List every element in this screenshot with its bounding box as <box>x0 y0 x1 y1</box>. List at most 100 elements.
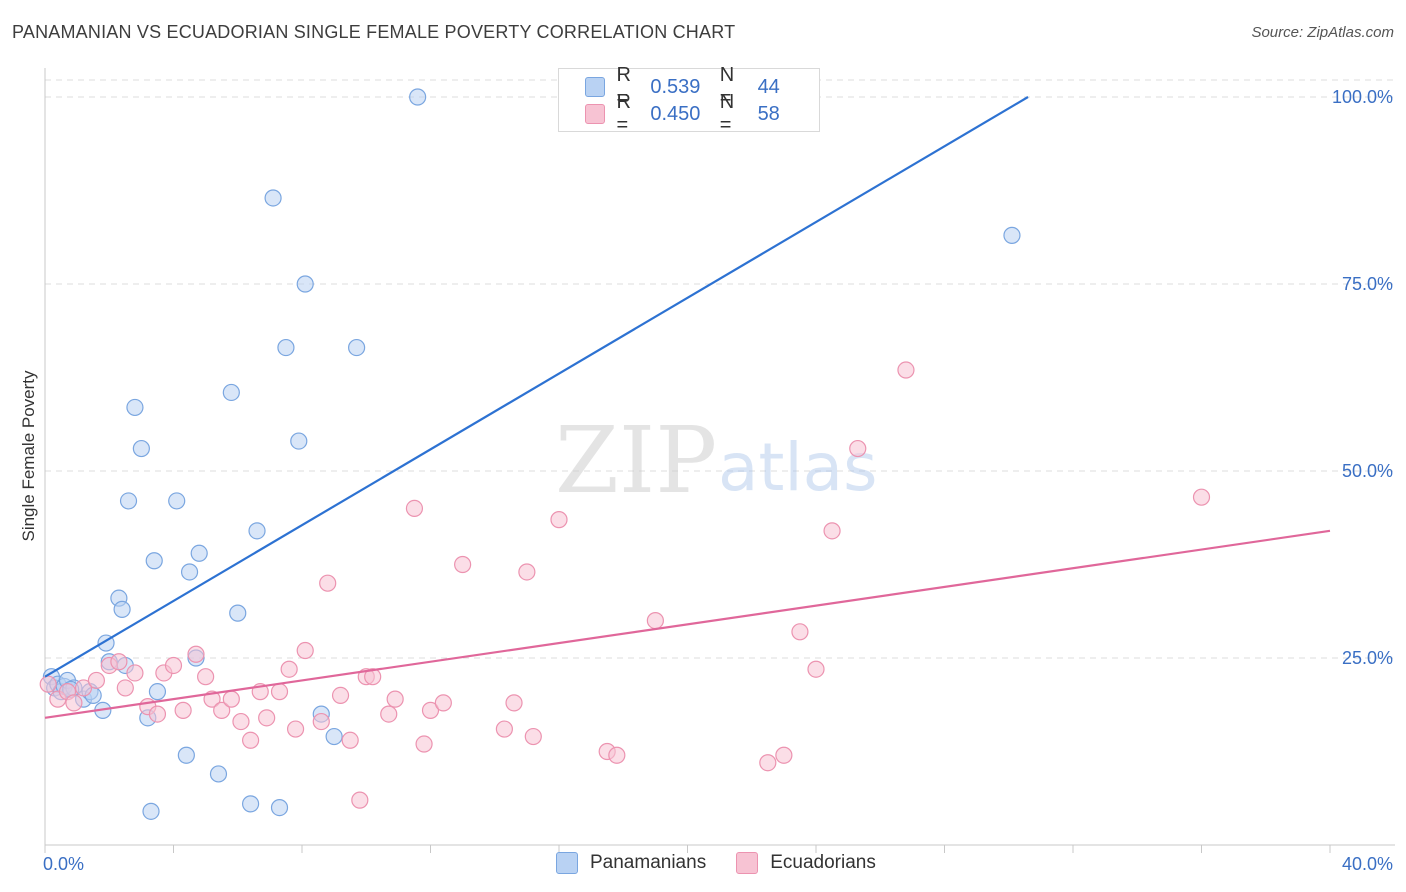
ecuadorian-point <box>518 563 536 581</box>
ecuadorian-point <box>380 705 398 723</box>
ecuadorian-point <box>197 668 215 686</box>
ecuadorian-point <box>415 735 433 753</box>
legend-label: Ecuadorians <box>770 852 876 873</box>
panamanian-point <box>126 398 144 417</box>
ecuadorian-point <box>341 731 359 749</box>
legend-n-value: 58 <box>757 102 780 125</box>
legend-item-panamanians[interactable]: Panamanians <box>556 852 706 874</box>
panamanian-point <box>1003 226 1021 244</box>
panamanian-point <box>209 765 228 783</box>
legend-r-label: R = <box>616 64 631 109</box>
legend-swatch-blue <box>556 852 578 874</box>
panamanian-point <box>113 600 131 618</box>
ecuadorian-point <box>39 675 57 693</box>
ecuadorian-point <box>286 720 305 738</box>
legend-row-ecuadorians: R = 0.450 N = 58 <box>585 91 819 136</box>
legend-n-label: N = <box>719 64 735 109</box>
legend-r-value: 0.539 <box>650 75 701 98</box>
ecuadorian-point <box>524 727 542 746</box>
series-legend: Panamanians Ecuadorians <box>556 852 906 874</box>
watermark-atlas: atlas <box>718 429 878 506</box>
chart-title: PANAMANIAN VS ECUADORIAN SINGLE FEMALE P… <box>12 22 736 42</box>
ecuadorian-point <box>807 660 825 678</box>
ecuadorian-point <box>148 705 167 723</box>
legend-r-value: 0.450 <box>650 102 701 125</box>
ecuadorian-point <box>65 694 83 712</box>
ecuadorian-point <box>386 690 404 708</box>
y-tick-label: 50.0% <box>1342 461 1393 481</box>
ecuadorian-point <box>351 791 369 809</box>
ecuadorian-point <box>312 712 330 731</box>
panamanian-point <box>296 275 314 293</box>
ecuadorian-point <box>495 720 513 738</box>
panamanian-point <box>145 552 163 570</box>
ecuadorian-point <box>164 656 183 675</box>
ecuadorian-point <box>126 664 144 682</box>
correlation-legend: R = 0.539 N = 44 R = 0.450 N = 58 <box>558 64 820 136</box>
panamanian-point <box>409 88 427 106</box>
panamanian-point <box>148 683 167 701</box>
panamanian-point <box>264 189 282 207</box>
panamanian-point <box>119 492 138 510</box>
ecuadorian-point <box>296 641 314 660</box>
panamanian-point <box>168 492 186 510</box>
panamanian-point <box>177 746 195 764</box>
legend-label: Panamanians <box>590 852 707 873</box>
ecuadorian-point <box>791 623 809 641</box>
ecuadorian-point <box>608 746 626 764</box>
legend-n-value: 44 <box>757 75 780 98</box>
panamanian-trendline <box>44 96 1029 678</box>
legend-n-label: N = <box>719 91 735 136</box>
ecuadorian-point <box>405 499 424 517</box>
legend-row-panamanians: R = 0.539 N = 44 <box>585 64 819 109</box>
ecuadorian-point <box>222 690 240 708</box>
ecuadorian-point <box>110 653 128 671</box>
panamanian-point <box>290 432 308 450</box>
ecuadorian-point <box>759 754 777 772</box>
ecuadorian-point <box>454 555 472 574</box>
x-tick-label: 40.0% <box>1342 854 1393 874</box>
ecuadorian-point <box>505 694 523 712</box>
ecuadorian-point <box>187 645 205 663</box>
ecuadorian-point <box>242 731 260 749</box>
ecuadorian-point <box>116 679 134 697</box>
panamanian-point <box>270 798 289 817</box>
ecuadorian-point <box>74 679 93 697</box>
ecuadorian-point <box>775 746 793 764</box>
ecuadorian-point <box>823 522 841 540</box>
ecuadorian-point <box>232 712 250 731</box>
y-axis-label: Single Female Poverty <box>19 370 38 542</box>
ecuadorian-point <box>280 660 298 678</box>
ecuadorian-point <box>849 439 867 458</box>
y-tick-label: 100.0% <box>1332 87 1393 107</box>
ecuadorian-point <box>319 574 337 592</box>
legend-item-ecuadorians[interactable]: Ecuadorians <box>736 852 876 874</box>
panamanian-point <box>180 563 199 581</box>
ecuadorian-point <box>434 694 452 712</box>
ecuadorian-point <box>213 701 231 719</box>
ecuadorian-point <box>258 709 276 727</box>
panamanian-point <box>132 439 150 458</box>
legend-swatch-pink <box>736 852 759 874</box>
legend-r-label: R = <box>616 91 631 136</box>
panamanian-point <box>325 727 343 746</box>
panamanian-point <box>190 544 208 562</box>
ecuadorian-point <box>174 701 192 719</box>
ecuadorian-point <box>331 686 350 705</box>
ecuadorian-point <box>550 511 568 529</box>
watermark-zip: ZIP <box>555 407 717 514</box>
panamanian-point <box>142 802 160 820</box>
y-tick-label: 75.0% <box>1342 274 1393 294</box>
panamanian-point <box>277 338 295 357</box>
ecuadorian-point <box>87 671 106 690</box>
panamanian-point <box>348 338 366 357</box>
legend-swatch-pink <box>585 104 605 124</box>
ecuadorian-point <box>364 668 382 686</box>
panamanian-point <box>242 795 260 813</box>
ecuadorian-point <box>270 683 289 701</box>
ecuadorian-point <box>897 361 915 379</box>
y-tick-label: 25.0% <box>1342 648 1393 668</box>
ecuadorian-point <box>421 701 440 719</box>
source-label: Source: ZipAtlas.com <box>1251 24 1394 41</box>
